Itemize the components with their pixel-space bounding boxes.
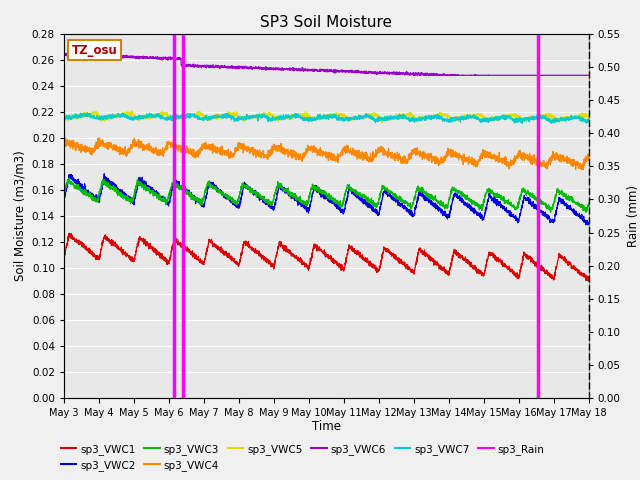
sp3_VWC3 — [151, 191, 159, 197]
sp3_VWC3 — [547, 210, 554, 216]
sp3_VWC4 — [60, 135, 68, 141]
sp3_VWC1 — [120, 251, 128, 257]
sp3_VWC1 — [262, 259, 269, 264]
sp3_VWC4 — [585, 153, 593, 158]
sp3_VWC2 — [262, 197, 269, 203]
sp3_VWC4 — [261, 153, 269, 158]
sp3_VWC5 — [575, 114, 582, 120]
sp3_VWC6 — [585, 72, 593, 78]
sp3_VWC3 — [575, 203, 582, 209]
sp3_VWC5 — [128, 108, 136, 114]
sp3_VWC2 — [284, 189, 292, 194]
sp3_VWC6 — [151, 55, 159, 61]
Legend: sp3_VWC1, sp3_VWC2, sp3_VWC3, sp3_VWC4, sp3_VWC5, sp3_VWC6, sp3_VWC7, sp3_Rain: sp3_VWC1, sp3_VWC2, sp3_VWC3, sp3_VWC4, … — [56, 439, 549, 475]
sp3_VWC2 — [100, 171, 108, 177]
sp3_VWC2 — [584, 222, 592, 228]
sp3_VWC2 — [151, 189, 159, 194]
Line: sp3_VWC1: sp3_VWC1 — [64, 233, 589, 281]
Line: sp3_VWC7: sp3_VWC7 — [64, 113, 589, 123]
sp3_VWC1 — [585, 277, 593, 283]
sp3_VWC1 — [284, 249, 292, 254]
sp3_VWC6 — [261, 64, 269, 70]
Line: sp3_VWC5: sp3_VWC5 — [64, 111, 589, 123]
sp3_VWC3 — [65, 176, 73, 181]
sp3_VWC5 — [585, 115, 593, 121]
sp3_VWC5 — [120, 112, 128, 118]
Y-axis label: Soil Moisture (m3/m3): Soil Moisture (m3/m3) — [13, 151, 26, 281]
sp3_VWC1 — [585, 278, 593, 284]
Line: sp3_VWC4: sp3_VWC4 — [64, 138, 589, 170]
Text: TZ_osu: TZ_osu — [72, 44, 118, 57]
Line: sp3_VWC6: sp3_VWC6 — [64, 53, 589, 75]
Line: sp3_VWC2: sp3_VWC2 — [64, 174, 589, 225]
sp3_VWC3 — [585, 200, 593, 205]
sp3_VWC7 — [518, 120, 526, 125]
sp3_VWC2 — [585, 221, 593, 227]
sp3_VWC7 — [60, 115, 68, 120]
sp3_VWC7 — [585, 116, 593, 122]
sp3_VWC7 — [151, 113, 159, 119]
sp3_VWC5 — [262, 111, 269, 117]
Line: sp3_VWC3: sp3_VWC3 — [64, 179, 589, 213]
sp3_VWC3 — [120, 195, 128, 201]
sp3_VWC4 — [578, 167, 586, 173]
sp3_VWC6 — [518, 72, 526, 78]
sp3_VWC7 — [262, 113, 269, 119]
sp3_VWC2 — [60, 194, 68, 200]
sp3_VWC7 — [284, 113, 292, 119]
sp3_VWC4 — [284, 148, 292, 154]
sp3_VWC7 — [575, 115, 582, 121]
sp3_VWC6 — [284, 66, 292, 72]
sp3_VWC1 — [60, 252, 68, 258]
sp3_VWC5 — [284, 115, 292, 121]
sp3_VWC5 — [378, 120, 385, 126]
sp3_VWC6 — [410, 72, 418, 78]
sp3_VWC3 — [60, 188, 68, 194]
sp3_VWC1 — [575, 270, 582, 276]
sp3_VWC4 — [120, 148, 128, 154]
sp3_VWC4 — [575, 165, 582, 171]
sp3_VWC6 — [575, 72, 582, 78]
sp3_VWC1 — [518, 262, 526, 267]
sp3_VWC6 — [60, 50, 68, 56]
sp3_VWC6 — [120, 53, 128, 59]
sp3_VWC1 — [151, 249, 159, 255]
sp3_VWC7 — [84, 110, 92, 116]
sp3_VWC2 — [518, 204, 526, 210]
sp3_VWC7 — [518, 120, 526, 126]
sp3_VWC4 — [151, 146, 159, 152]
X-axis label: Time: Time — [312, 420, 341, 432]
Y-axis label: Rain (mm): Rain (mm) — [627, 185, 639, 247]
Title: SP3 Soil Moisture: SP3 Soil Moisture — [260, 15, 392, 30]
sp3_VWC7 — [120, 112, 128, 118]
sp3_VWC2 — [575, 212, 582, 218]
sp3_VWC1 — [65, 230, 73, 236]
sp3_VWC5 — [151, 110, 159, 116]
sp3_VWC2 — [120, 192, 128, 198]
sp3_VWC3 — [284, 189, 292, 195]
sp3_VWC4 — [518, 151, 526, 156]
sp3_VWC3 — [262, 198, 269, 204]
sp3_VWC3 — [518, 188, 526, 193]
sp3_VWC5 — [60, 112, 68, 118]
sp3_VWC5 — [518, 117, 526, 123]
